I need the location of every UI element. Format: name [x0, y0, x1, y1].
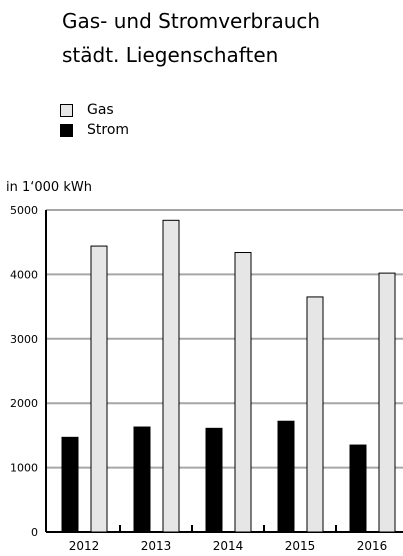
y-tick-label: 0 — [31, 526, 38, 539]
bar-gas — [90, 245, 108, 533]
legend-label-strom: Strom — [87, 122, 130, 138]
legend-swatch-gas — [60, 103, 73, 117]
bar-gas — [162, 219, 180, 533]
chart-title: Gas- und Stromverbrauch städt. Liegensch… — [62, 4, 320, 72]
y-tick-label: 3000 — [10, 333, 38, 346]
chart-title-line-2: städt. Liegenschaften — [62, 43, 279, 67]
y-tick-label: 4000 — [10, 268, 38, 281]
y-tick-label: 2000 — [10, 397, 38, 410]
legend-label-gas: Gas — [87, 102, 114, 118]
bar-strom — [205, 427, 223, 533]
x-tick-label: 2014 — [213, 539, 244, 553]
x-tick-label: 2016 — [357, 539, 388, 553]
bar-strom — [61, 436, 79, 533]
bar-gas — [378, 272, 396, 533]
bar-strom — [349, 444, 367, 533]
bar-chart: 0 1000 2000 3000 4000 5000 2012 2013 2014 2015 201… — [10, 204, 403, 553]
legend-swatch-strom — [60, 123, 73, 137]
legend: Gas Strom — [60, 100, 129, 140]
legend-item-gas: Gas — [60, 100, 129, 120]
bar-strom — [133, 426, 151, 533]
y-tick-label: 5000 — [10, 204, 38, 217]
chart-title-line-1: Gas- und Stromverbrauch — [62, 9, 321, 33]
y-tick-label: 1000 — [10, 462, 38, 475]
x-tick-label: 2012 — [69, 539, 100, 553]
bar-strom — [277, 420, 295, 533]
x-tick-label: 2015 — [285, 539, 316, 553]
bar-gas — [234, 252, 252, 533]
bar-gas — [306, 296, 324, 533]
x-tick-label: 2013 — [141, 539, 172, 553]
y-axis-unit-label: in 1‘000 kWh — [6, 180, 92, 195]
legend-item-strom: Strom — [60, 120, 129, 140]
